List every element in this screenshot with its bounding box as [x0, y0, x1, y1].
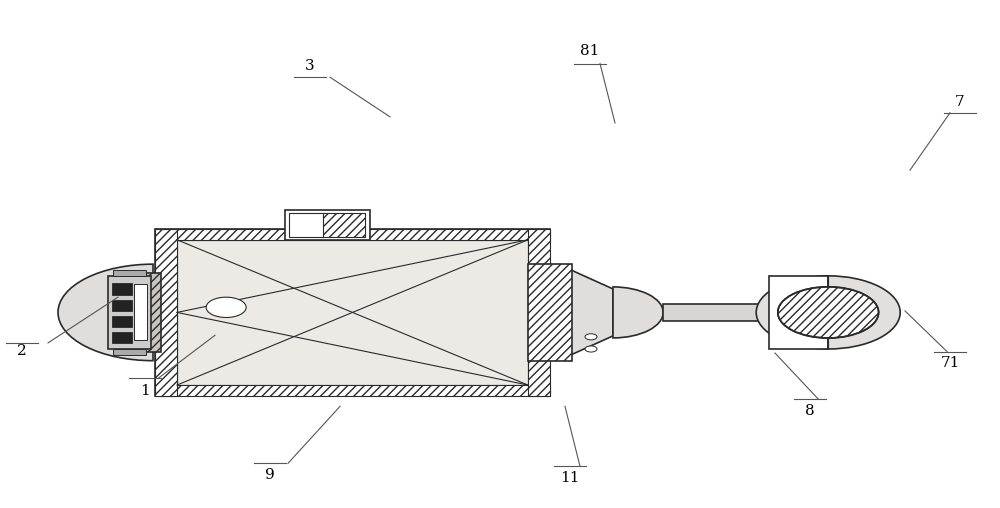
Bar	[528, 229, 550, 396]
Wedge shape	[58, 264, 153, 361]
Text: 8: 8	[805, 404, 815, 419]
Text: 11: 11	[560, 470, 580, 485]
Text: 1: 1	[140, 384, 150, 398]
Wedge shape	[756, 276, 828, 349]
Text: 2: 2	[17, 343, 27, 358]
Bar	[113, 349, 146, 355]
Bar	[155, 385, 550, 396]
Bar	[177, 240, 528, 385]
Circle shape	[778, 287, 879, 338]
Bar	[528, 264, 572, 361]
Text: 9: 9	[265, 468, 275, 482]
Bar	[112, 300, 132, 311]
Bar	[112, 332, 132, 343]
Text: 81: 81	[580, 44, 600, 58]
Bar	[113, 270, 146, 276]
Circle shape	[206, 297, 246, 318]
Text: 71: 71	[940, 356, 960, 370]
Bar	[145, 273, 161, 352]
Polygon shape	[561, 266, 613, 359]
Bar	[663, 304, 778, 321]
Bar	[289, 213, 323, 237]
Bar	[155, 229, 550, 396]
Wedge shape	[828, 276, 900, 349]
Text: 3: 3	[305, 59, 315, 73]
Bar	[155, 229, 550, 240]
Text: 7: 7	[955, 94, 965, 109]
Bar	[112, 283, 132, 295]
Bar	[155, 229, 177, 396]
Circle shape	[585, 346, 597, 352]
Bar	[769, 276, 828, 349]
Circle shape	[585, 334, 597, 340]
Bar	[108, 276, 151, 349]
Wedge shape	[613, 287, 663, 338]
Bar	[321, 213, 365, 237]
Bar	[134, 284, 147, 340]
Bar	[285, 210, 370, 240]
Bar	[112, 316, 132, 327]
